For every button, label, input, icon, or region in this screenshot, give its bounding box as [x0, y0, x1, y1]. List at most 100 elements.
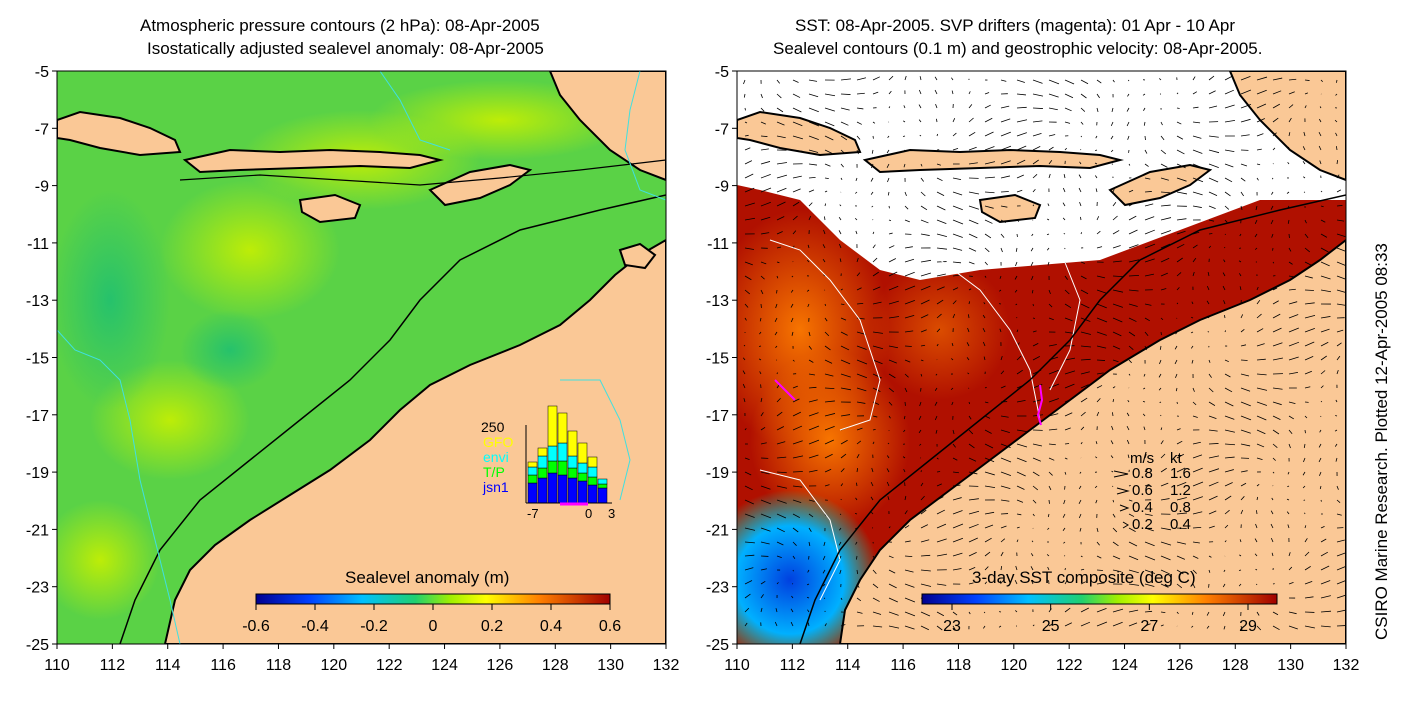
left-ytick--19: -19 [26, 465, 49, 482]
left-timor-island [428, 163, 533, 207]
left-title-line1: Atmospheric pressure contours (2 hPa): 0… [140, 16, 540, 35]
right-title-line1: SST: 08-Apr-2005. SVP drifters (magenta)… [795, 16, 1236, 35]
left-colorbar-tick: -0.4 [301, 618, 329, 635]
velocity-legend-ms: 0.8 [1132, 465, 1153, 482]
left-xtick-116: 116 [210, 657, 236, 674]
left-inset-histogram: 250 GFO envi T/P jsn1 -7 0 3 [481, 405, 615, 521]
left-colorbar-tick: 0.6 [599, 618, 621, 635]
left-xtick-118: 118 [266, 657, 292, 674]
right-ytick--13: -13 [706, 293, 729, 310]
right-xtick-114: 114 [835, 657, 861, 674]
right-xtick-128: 128 [1222, 657, 1249, 674]
left-xtick-120: 120 [320, 657, 347, 674]
right-xtick-118: 118 [946, 657, 972, 674]
velocity-legend-header-kt: kt [1170, 450, 1183, 467]
inset-legend-envi: envi [483, 449, 509, 465]
left-australia-land [163, 238, 666, 644]
left-ytick--21: -21 [26, 522, 49, 539]
velocity-legend-arrow-icon [1122, 521, 1129, 529]
right-sunda-islands [862, 148, 1124, 174]
left-ytick--17: -17 [26, 408, 49, 425]
inset-ymax-label: 250 [481, 419, 505, 435]
svp-drifter-track [1036, 384, 1044, 426]
left-xtick-114: 114 [155, 657, 181, 674]
left-xtick-110: 110 [44, 657, 70, 674]
left-ytick--13: -13 [26, 293, 49, 310]
velocity-legend-kt: 0.4 [1170, 516, 1191, 533]
right-colorbar-tick: 23 [943, 618, 961, 635]
right-xtick-130: 130 [1277, 657, 1304, 674]
right-timor-island [1108, 163, 1213, 207]
inset-legend-gfo: GFO [483, 434, 513, 450]
right-ytick--11: -11 [707, 236, 729, 253]
velocity-legend-kt: 1.2 [1170, 482, 1191, 499]
left-java-island [57, 110, 182, 157]
left-xtick-128: 128 [542, 657, 569, 674]
velocity-legend-arrow-icon [1113, 470, 1129, 478]
right-colorbar-tick: 25 [1042, 618, 1060, 635]
right-ytick--17: -17 [706, 408, 729, 425]
left-colorbar-label: Sealevel anomaly (m) [345, 568, 509, 587]
left-colorbar-tick: 0.2 [481, 618, 503, 635]
velocity-legend-arrow-icon [1116, 487, 1130, 495]
right-ytick--23: -23 [706, 580, 729, 597]
left-ytick--9: -9 [35, 179, 49, 196]
velocity-legend-kt: 0.8 [1170, 499, 1191, 516]
inset-legend-tp: T/P [483, 464, 505, 480]
right-xtick-124: 124 [1111, 657, 1138, 674]
right-sumba-island [978, 193, 1042, 224]
left-ytick--15: -15 [26, 351, 49, 368]
right-colorbar-label: 3-day SST composite (deg C) [972, 568, 1196, 587]
right-ytick--21: -21 [706, 522, 729, 539]
left-colorbar-tick: 0.4 [540, 618, 562, 635]
right-colorbar-ticks: 23 25 27 29 [943, 604, 1257, 635]
left-sumba-island [298, 193, 362, 224]
svp-drifter-track-2 [774, 379, 796, 401]
right-xtick-122: 122 [1056, 657, 1083, 674]
right-colorbar [921, 593, 1278, 605]
right-ytick--7: -7 [715, 121, 729, 138]
left-colorbar [255, 593, 611, 605]
left-xtick-130: 130 [597, 657, 624, 674]
left-ytick--23: -23 [26, 580, 49, 597]
velocity-legend: m/s kt 0.8 1.60.6 1.20.4 0.80.2 0.4 [1113, 450, 1191, 533]
left-xtick-132: 132 [653, 657, 680, 674]
right-ytick--25: -25 [706, 637, 729, 654]
left-colorbar-tick: -0.6 [242, 618, 270, 635]
right-xtick-116: 116 [890, 657, 916, 674]
right-colorbar-tick: 27 [1140, 618, 1158, 635]
left-xtick-126: 126 [487, 657, 514, 674]
velocity-legend-ms: 0.2 [1132, 516, 1153, 533]
velocity-legend-kt: 1.6 [1170, 465, 1191, 482]
left-xtick-112: 112 [100, 657, 126, 674]
right-ytick--9: -9 [715, 179, 729, 196]
inset-xtick-right: 3 [608, 506, 615, 521]
right-colorbar-tick: 29 [1239, 618, 1257, 635]
right-cloud-mask [737, 71, 1346, 280]
velocity-legend-ms: 0.6 [1132, 482, 1153, 499]
right-xtick-126: 126 [1167, 657, 1194, 674]
left-colorbar-tick: 0 [429, 618, 438, 635]
right-title-line2: Sealevel contours (0.1 m) and geostrophi… [773, 39, 1263, 58]
left-colorbar-ticks: -0.6 -0.4 -0.2 0 0.2 0.4 0.6 [242, 604, 621, 635]
velocity-legend-ms: 0.4 [1132, 499, 1153, 516]
credit-text: CSIRO Marine Research. Plotted 12-Apr-20… [1372, 243, 1391, 640]
left-ytick--5: -5 [35, 64, 49, 81]
left-sunda-islands [182, 148, 444, 174]
right-xtick-112: 112 [780, 657, 806, 674]
right-ytick--5: -5 [715, 64, 729, 81]
right-australia-land [838, 238, 1346, 644]
left-title-line2: Isostatically adjusted sealevel anomaly:… [147, 39, 544, 58]
right-xtick-120: 120 [1000, 657, 1027, 674]
right-java-island [737, 110, 862, 157]
left-xtick-122: 122 [376, 657, 403, 674]
velocity-legend-header-ms: m/s [1130, 450, 1154, 467]
axis-ticks: 110 112 114 116 118 120 122 124 126 128 130 132 -5 -7… [26, 64, 1360, 674]
inset-xtick-mid: 0 [585, 506, 592, 521]
left-ytick--25: -25 [26, 637, 49, 654]
right-ytick--15: -15 [706, 351, 729, 368]
left-ytick--7: -7 [35, 121, 49, 138]
right-xtick-110: 110 [724, 657, 750, 674]
right-xtick-132: 132 [1333, 657, 1360, 674]
